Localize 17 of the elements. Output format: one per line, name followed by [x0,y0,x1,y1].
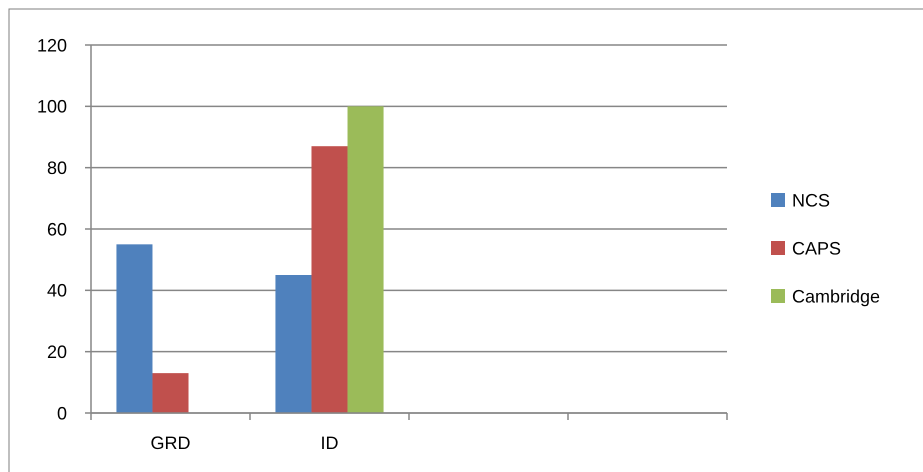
bar [152,373,189,413]
legend-label: CAPS [792,238,842,258]
y-tick-label: 20 [46,342,67,362]
legend-label: NCS [792,190,830,210]
bar [311,146,348,413]
y-tick-label: 0 [56,403,67,424]
x-tick-label: GRD [150,433,190,453]
y-tick-label: 120 [36,35,67,56]
bar [275,275,312,413]
bar [116,244,152,413]
y-tick-label: 60 [46,219,67,240]
y-tick-label: 80 [46,158,67,178]
legend-label: Cambridge [792,286,880,306]
x-tick-label: ID [320,433,338,453]
y-tick-label: 40 [46,280,67,301]
bar [348,106,384,413]
y-tick-label: 100 [36,96,67,117]
